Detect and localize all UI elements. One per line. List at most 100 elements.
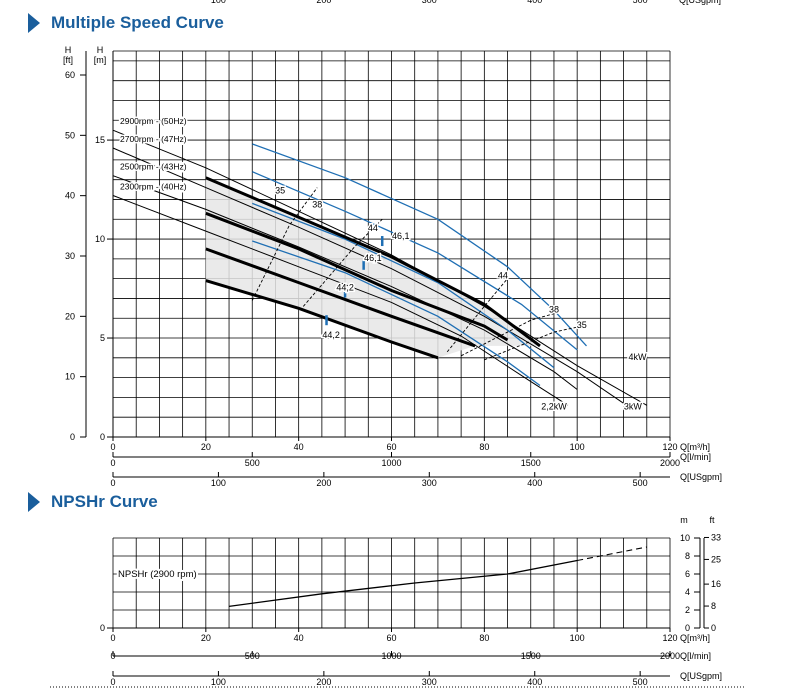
x-tick-label: 80 <box>479 633 489 643</box>
y-m-tick-label: 2 <box>685 605 690 615</box>
operating-segment-3 <box>205 279 439 360</box>
usgpm-tick-label: 200 <box>316 478 331 488</box>
speed-curve-label: 2900rpm - (50Hz) <box>120 116 187 126</box>
lmin-tick-label: 0 <box>110 651 115 661</box>
y-m-tick-label: 0 <box>100 432 105 442</box>
efficiency-label: 46,1 <box>392 231 410 241</box>
speed-curve-label: 2300rpm - (40Hz) <box>120 182 187 192</box>
usgpm-tick-label: 0 <box>110 478 115 488</box>
speed-curve-label: 2700rpm - (47Hz) <box>120 134 187 144</box>
usgpm-tick-label: 500 <box>633 677 648 687</box>
y-m-tick-label: 10 <box>680 533 690 543</box>
y-m-tick-label: 6 <box>685 569 690 579</box>
usgpm-unit: Q[USgpm] <box>680 472 722 482</box>
chevron-right-icon <box>28 13 40 33</box>
speed-curve-0 <box>112 129 648 406</box>
efficiency-label: 38 <box>312 199 322 209</box>
efficiency-curve-1 <box>252 171 578 351</box>
x-tick-label: 100 <box>570 633 585 643</box>
lmin-tick-label: 2000 <box>660 651 680 661</box>
y-ft-tick-label: 25 <box>711 554 721 564</box>
speed-curve-label: 2500rpm - (43Hz) <box>120 162 187 172</box>
y-left-tick-label: 0 <box>100 623 105 633</box>
iso-efficiency-line <box>484 325 582 361</box>
operating-segment-2 <box>205 247 476 348</box>
y-m-tick-label: 10 <box>95 234 105 244</box>
efficiency-label: 44,2 <box>322 330 340 340</box>
usgpm-tick-label: 500 <box>633 478 648 488</box>
usgpm-tick-label: 400 <box>527 478 542 488</box>
x-unit: Q[m³/h] <box>680 442 710 452</box>
lmin-unit: Q[l/min] <box>680 651 711 661</box>
y-ft-tick-label: 40 <box>65 191 75 201</box>
speed-curve-1 <box>112 147 624 404</box>
npshr-curve-extension <box>577 546 647 562</box>
lmin-tick-label: 1000 <box>381 651 401 661</box>
usgpm-tick-label: 300 <box>422 478 437 488</box>
y-m-tick-label: 15 <box>95 135 105 145</box>
lmin-tick-label: 0 <box>110 458 115 468</box>
power-label: 2,2kW <box>541 401 567 411</box>
y-m-unit: [m] <box>94 55 107 65</box>
top-usgpm-tick-label: 400 <box>527 0 542 5</box>
speed-curve-3 <box>112 195 569 406</box>
usgpm-tick-label: 100 <box>211 478 226 488</box>
x-tick-label: 120 <box>662 633 677 643</box>
x-tick-label: 80 <box>479 442 489 452</box>
y-ft-tick-label: 0 <box>70 432 75 442</box>
x-tick-label: 100 <box>570 442 585 452</box>
y-ft-tick-label: 30 <box>65 251 75 261</box>
iso-efficiency-line <box>302 218 383 307</box>
usgpm-tick-label: 200 <box>316 677 331 687</box>
lmin-tick-label: 500 <box>245 651 260 661</box>
operating-segment-1 <box>205 211 509 342</box>
efficiency-label: 35 <box>577 320 587 330</box>
lmin-tick-label: 1000 <box>381 458 401 468</box>
operating-segment-0 <box>205 176 541 348</box>
y-ft-tick-label: 8 <box>711 601 716 611</box>
npshr-curve <box>228 559 578 608</box>
efficiency-label: 44 <box>498 271 508 281</box>
efficiency-label: 44,2 <box>336 283 354 293</box>
y-ft-tick-label: 20 <box>65 311 75 321</box>
grid <box>112 50 671 438</box>
lmin-tick-label: 1500 <box>521 458 541 468</box>
npshr-series-label: NPSHr (2900 rpm) <box>118 569 197 580</box>
chevron-right-icon <box>28 492 40 512</box>
usgpm-tick-label: 300 <box>422 677 437 687</box>
top-usgpm-tick-label: 200 <box>316 0 331 5</box>
x-tick-label: 40 <box>294 442 304 452</box>
iso-efficiency-line <box>460 311 559 357</box>
efficiency-curve-0 <box>252 143 587 347</box>
top-usgpm-tick-label: 100 <box>211 0 226 5</box>
efficiency-label: 44 <box>368 223 378 233</box>
efficiency-curve-3 <box>252 240 541 387</box>
efficiency-label: 35 <box>275 186 285 196</box>
usgpm-tick-label: 0 <box>110 677 115 687</box>
x-tick-label: 120 <box>662 442 677 452</box>
usgpm-unit: Q[USgpm] <box>680 671 722 681</box>
iso-efficiency-line <box>446 278 508 353</box>
iso-efficiency-line <box>251 187 318 301</box>
x-tick-label: 0 <box>110 442 115 452</box>
efficiency-label: 46,1 <box>364 253 382 263</box>
top-cut-axis: 100 200 300 400 500 Q[USgpm] <box>211 0 721 5</box>
y-ft-tick-label: 60 <box>65 70 75 80</box>
y-ft-unit: ft <box>709 515 715 525</box>
y-m-unit: m <box>680 515 688 525</box>
efficiency-curve-2 <box>252 202 555 369</box>
x-tick-label: 20 <box>201 442 211 452</box>
y-m-letter: H <box>97 45 104 55</box>
y-ft-unit: [ft] <box>63 55 73 65</box>
top-usgpm-tick-label: 300 <box>422 0 437 5</box>
y-ft-tick-label: 33 <box>711 532 721 542</box>
npsh-curve-title: NPSHr Curve <box>51 492 158 511</box>
x-tick-label: 20 <box>201 633 211 643</box>
usgpm-tick-label: 400 <box>527 677 542 687</box>
x-tick-label: 0 <box>110 633 115 643</box>
y-ft-tick-label: 16 <box>711 579 721 589</box>
x-tick-label: 40 <box>294 633 304 643</box>
top-usgpm-unit: Q[USgpm] <box>679 0 721 5</box>
